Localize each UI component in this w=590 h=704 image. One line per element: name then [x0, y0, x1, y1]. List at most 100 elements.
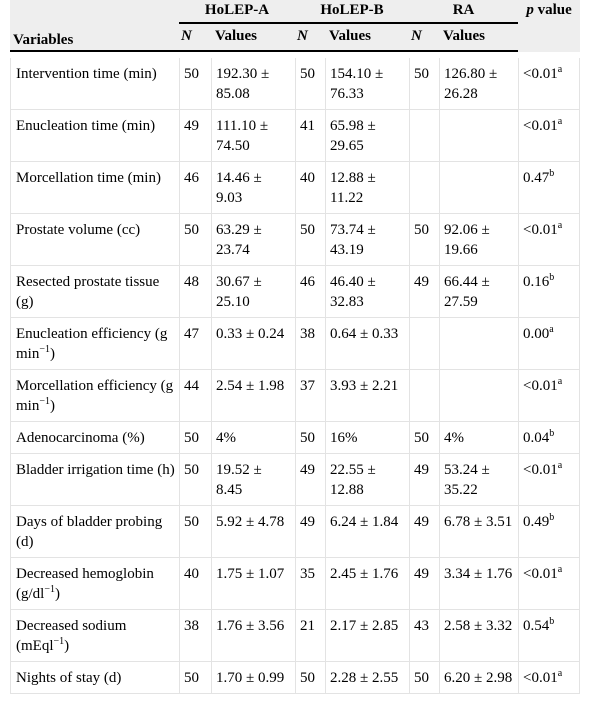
- p-value: <0.01: [523, 378, 558, 394]
- value-cell: 0.64 ± 0.33: [325, 318, 410, 370]
- n-cell: 50: [179, 58, 211, 110]
- value-cell: 53.24 ± 35.22: [439, 454, 519, 506]
- value-cell: 1.75 ± 1.07: [211, 558, 296, 610]
- value-cell: 5.92 ± 4.78: [211, 506, 296, 558]
- variable-label: Morcellation time (min): [16, 170, 161, 186]
- p-value: <0.01: [523, 118, 558, 134]
- n-cell: 44: [179, 370, 211, 422]
- value-cell: 19.52 ± 8.45: [211, 454, 296, 506]
- footnote-marker: b: [549, 168, 555, 179]
- unit-exponent: −1: [44, 584, 55, 595]
- table-row: Prostate volume (cc) 50 63.29 ± 23.74 50 73.…: [10, 214, 581, 266]
- results-table: HoLEP-A HoLEP-B RA p value Variables N V…: [10, 0, 581, 694]
- value-cell: 92.06 ± 19.66: [439, 214, 519, 266]
- variable-label: Enucleation efficiency (g min: [16, 326, 168, 362]
- n-cell: 49: [409, 266, 440, 318]
- p-value-cell: 0.49b: [518, 506, 581, 558]
- p-value-cell: 0.47b: [518, 162, 581, 214]
- table-row: Resected prostate tissue (g) 48 30.67 ± 25…: [10, 266, 581, 318]
- n-cell: [409, 370, 440, 422]
- value-cell: 4%: [439, 422, 519, 454]
- n-cell: 50: [179, 454, 211, 506]
- n-cell: 49: [295, 506, 326, 558]
- n-cell: 46: [179, 162, 211, 214]
- value-cell: 1.76 ± 3.56: [211, 610, 296, 662]
- variable-cell: Morcellation time (min): [10, 162, 179, 214]
- n-cell: 49: [409, 454, 440, 506]
- variable-cell: Adenocarcinoma (%): [10, 422, 179, 454]
- n-cell: 50: [295, 214, 326, 266]
- p-value: <0.01: [523, 566, 558, 582]
- p-value: <0.01: [523, 222, 558, 238]
- n-header: N: [409, 24, 440, 52]
- footnote-marker: b: [549, 616, 555, 627]
- p-value-cell: 0.04b: [518, 422, 581, 454]
- p-value: 0.49: [523, 514, 550, 530]
- p-value: <0.01: [523, 462, 558, 478]
- variable-cell: Decreased hemoglobin (g/dl−1): [10, 558, 179, 610]
- variable-cell: Bladder irrigation time (h): [10, 454, 179, 506]
- table-row: Morcellation time (min) 46 14.46 ± 9.03 40 1…: [10, 162, 581, 214]
- variable-label: Morcellation efficiency (g min: [16, 378, 174, 414]
- table-row: Intervention time (min) 50 192.30 ± 85.08 5…: [10, 58, 581, 110]
- footnote-marker: a: [557, 220, 563, 231]
- value-cell: 6.24 ± 1.84: [325, 506, 410, 558]
- variable-label: Nights of stay (d): [16, 670, 122, 686]
- variable-label: Decreased hemoglobin (g/dl: [16, 566, 154, 602]
- variable-label-end: ): [54, 586, 60, 602]
- n-cell: [409, 110, 440, 162]
- value-cell: 154.10 ± 76.33: [325, 58, 410, 110]
- variable-cell: Morcellation efficiency (g min−1): [10, 370, 179, 422]
- n-cell: 38: [179, 610, 211, 662]
- table-row: Morcellation efficiency (g min−1) 44 2.54 …: [10, 370, 581, 422]
- value-cell: [439, 110, 519, 162]
- n-cell: 49: [409, 506, 440, 558]
- variable-cell: Enucleation time (min): [10, 110, 179, 162]
- value-cell: [439, 162, 519, 214]
- variable-cell: Nights of stay (d): [10, 662, 179, 694]
- value-cell: 65.98 ± 29.65: [325, 110, 410, 162]
- p-value-cell: <0.01a: [518, 58, 581, 110]
- p-value-cell: 0.16b: [518, 266, 581, 318]
- variable-cell: Intervention time (min): [10, 58, 179, 110]
- n-cell: 50: [409, 58, 440, 110]
- group-header-holep-a: HoLEP-A: [179, 0, 296, 24]
- group-header-ra: RA: [409, 0, 519, 24]
- n-header: N: [179, 24, 211, 52]
- table-row: Enucleation efficiency (g min−1) 47 0.33 ±…: [10, 318, 581, 370]
- n-cell: 49: [295, 454, 326, 506]
- p-value: <0.01: [523, 66, 558, 82]
- variable-label-end: ): [64, 638, 70, 654]
- p-value-text: value: [533, 2, 572, 18]
- table-row: Nights of stay (d) 50 1.70 ± 0.99 50 2.28 ± …: [10, 662, 581, 694]
- value-cell: 22.55 ± 12.88: [325, 454, 410, 506]
- table-row: Enucleation time (min) 49 111.10 ± 74.50 41…: [10, 110, 581, 162]
- variable-cell: Resected prostate tissue (g): [10, 266, 179, 318]
- n-cell: 49: [409, 558, 440, 610]
- p-value-cell: 0.00a: [518, 318, 581, 370]
- value-cell: 1.70 ± 0.99: [211, 662, 296, 694]
- n-cell: 47: [179, 318, 211, 370]
- value-cell: 6.20 ± 2.98: [439, 662, 519, 694]
- value-cell: 2.58 ± 3.32: [439, 610, 519, 662]
- variable-label-end: ): [49, 346, 55, 362]
- value-cell: 2.45 ± 1.76: [325, 558, 410, 610]
- variable-label: Resected prostate tissue (g): [16, 274, 160, 310]
- value-cell: 73.74 ± 43.19: [325, 214, 410, 266]
- n-cell: [409, 162, 440, 214]
- variable-label: Intervention time (min): [16, 66, 157, 82]
- variable-label: Decreased sodium (mEql: [16, 618, 127, 654]
- n-cell: 48: [179, 266, 211, 318]
- p-italic: p: [526, 2, 534, 18]
- unit-exponent: −1: [39, 396, 50, 407]
- p-value: <0.01: [523, 670, 558, 686]
- value-cell: [439, 370, 519, 422]
- n-cell: 40: [179, 558, 211, 610]
- value-cell: 12.88 ± 11.22: [325, 162, 410, 214]
- value-cell: 2.28 ± 2.55: [325, 662, 410, 694]
- group-header-holep-b: HoLEP-B: [295, 0, 410, 24]
- value-cell: 126.80 ± 26.28: [439, 58, 519, 110]
- value-cell: 63.29 ± 23.74: [211, 214, 296, 266]
- footnote-marker: a: [557, 564, 563, 575]
- n-cell: 50: [295, 422, 326, 454]
